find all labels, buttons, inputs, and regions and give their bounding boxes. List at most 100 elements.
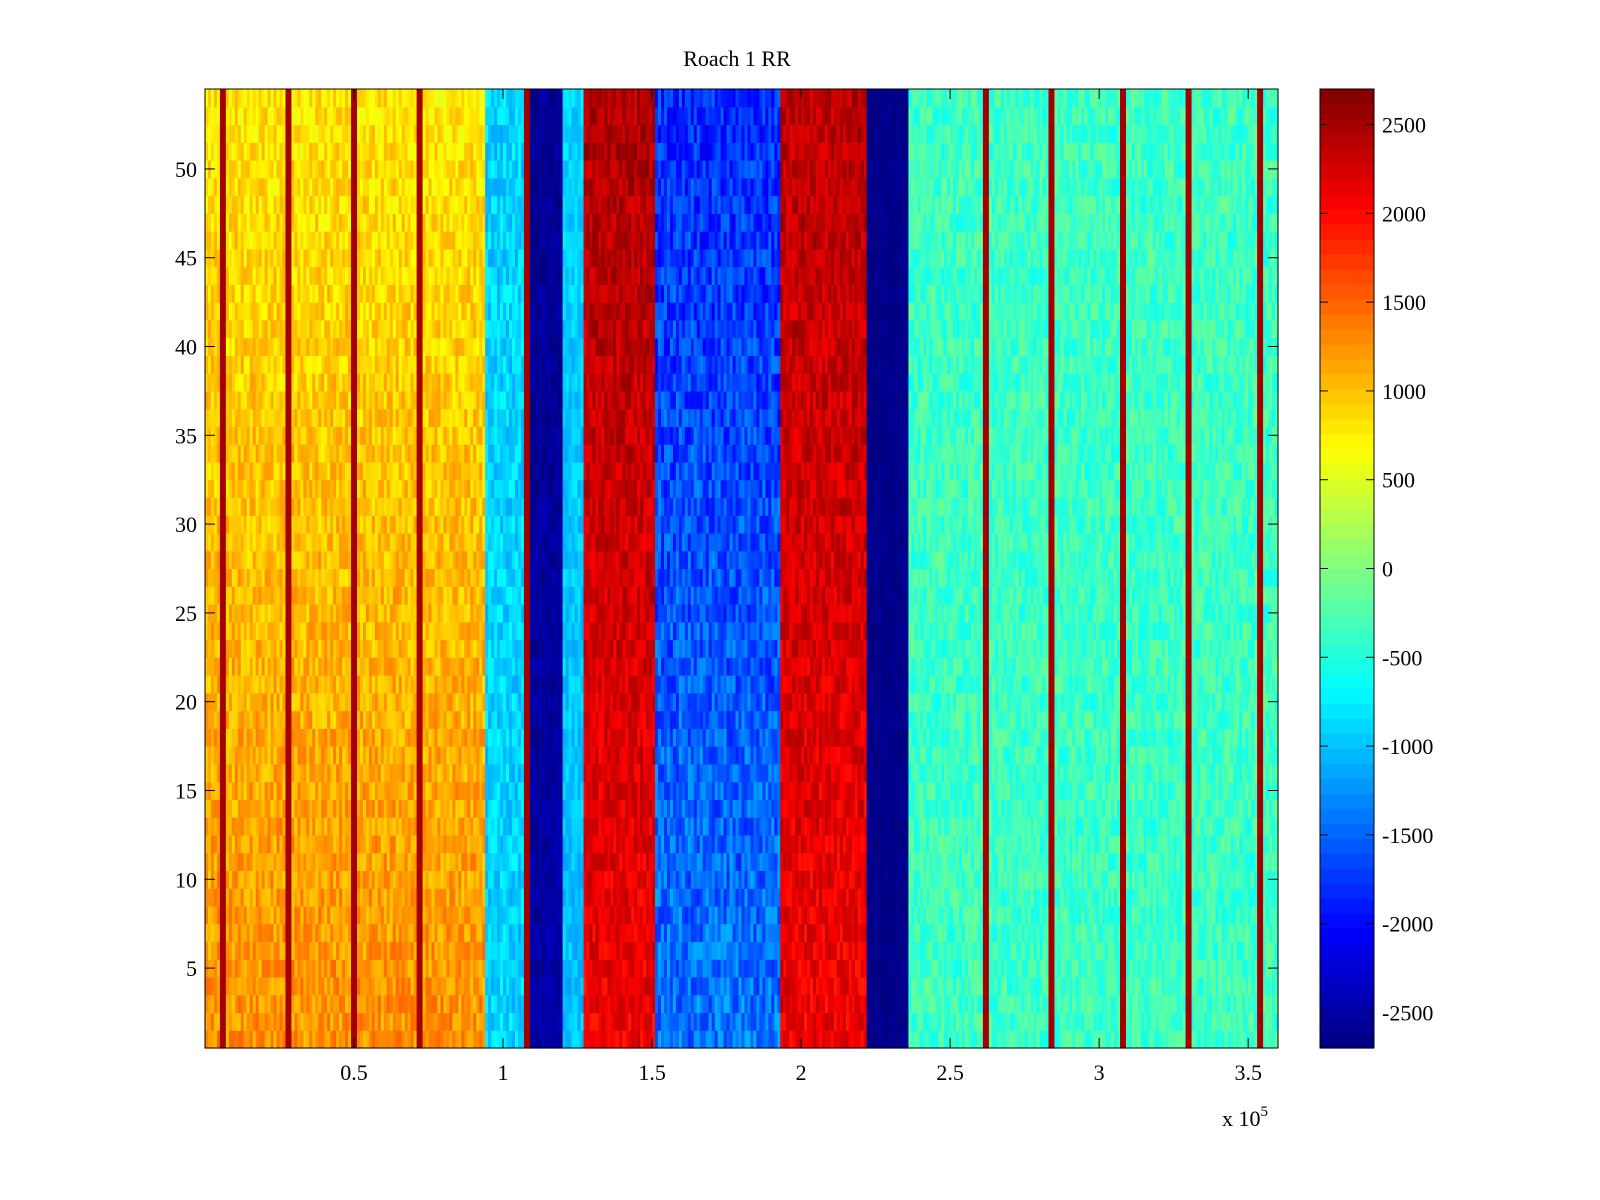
heatmap-cell	[413, 373, 418, 392]
heatmap-cell	[452, 355, 456, 374]
heatmap-cell	[377, 266, 382, 285]
heatmap-cell	[330, 1012, 334, 1031]
heatmap-cell	[207, 177, 212, 197]
heatmap-cell	[359, 905, 364, 925]
heatmap-cell	[467, 124, 471, 143]
heatmap-cell	[345, 266, 349, 285]
heatmap-cell	[422, 976, 427, 996]
heatmap-cell	[210, 302, 215, 321]
heatmap-cell	[434, 923, 439, 943]
heatmap-cell	[273, 426, 278, 445]
heatmap-cell	[470, 888, 474, 907]
heatmap-cell	[368, 639, 373, 658]
heatmap-cell	[312, 195, 316, 214]
heatmap-cell	[288, 817, 293, 836]
heatmap-cell	[330, 621, 334, 641]
heatmap-cell	[339, 994, 343, 1014]
heatmap-cell	[330, 461, 334, 481]
heatmap-cell	[357, 390, 361, 410]
heatmap-cell	[395, 639, 400, 658]
heatmap-cell	[354, 177, 358, 197]
heatmap-cell	[219, 568, 224, 587]
heatmap-cell	[404, 89, 409, 108]
heatmap-cell	[288, 160, 293, 179]
heatmap-cell	[354, 408, 358, 428]
heatmap-cell	[464, 195, 468, 214]
heatmap-cell	[321, 426, 325, 445]
heatmap-cell	[440, 888, 445, 907]
heatmap-cell	[282, 639, 287, 658]
heatmap-cell	[476, 337, 480, 356]
heatmap-cell	[348, 905, 352, 925]
heatmap-cell	[467, 390, 471, 410]
heatmap-cell	[270, 675, 275, 694]
heatmap-cell	[225, 248, 230, 268]
heatmap-cell	[351, 621, 355, 641]
heatmap-cell	[419, 479, 424, 499]
heatmap-cell	[476, 1012, 480, 1031]
heatmap-cell	[359, 124, 364, 143]
heatmap-cell	[318, 355, 322, 374]
heatmap-cell	[440, 870, 445, 889]
heatmap-cell	[383, 746, 388, 765]
heatmap-cell	[249, 1030, 254, 1049]
heatmap-cell	[228, 515, 233, 534]
heatmap-cell	[216, 550, 221, 570]
heatmap-cell	[371, 959, 376, 978]
heatmap-cell	[243, 231, 248, 250]
heatmap-cell	[225, 568, 230, 587]
heatmap-cell	[362, 905, 367, 925]
heatmap-cell	[357, 195, 361, 214]
heatmap-cell	[213, 639, 218, 658]
heatmap-cell	[410, 408, 415, 428]
heatmap-cell	[315, 994, 319, 1014]
heatmap-cell	[234, 444, 239, 463]
heatmap-cell	[383, 337, 388, 356]
heatmap-cell	[327, 1012, 331, 1031]
heatmap-cell	[389, 319, 394, 339]
heatmap-cell	[362, 461, 367, 481]
heatmap-cell	[395, 426, 400, 445]
heatmap-cell	[315, 497, 319, 516]
heatmap-cell	[261, 89, 266, 108]
heatmap-cell	[354, 852, 358, 872]
heatmap-cell	[461, 994, 465, 1014]
heatmap-cell	[219, 1012, 224, 1031]
heatmap-cell	[386, 728, 391, 747]
heatmap-cell	[392, 941, 397, 960]
heatmap-cell	[434, 959, 439, 978]
heatmap-cell	[362, 319, 367, 339]
heatmap-cell	[446, 888, 451, 907]
heatmap-cell	[264, 231, 269, 250]
heatmap-cell	[419, 604, 424, 623]
heatmap-cell	[452, 106, 456, 126]
heatmap-cell	[213, 373, 218, 392]
heatmap-cell	[446, 124, 451, 143]
heatmap-cell	[315, 639, 319, 658]
heatmap-cell	[428, 888, 433, 907]
heatmap-cell	[395, 408, 400, 428]
heatmap-cell	[342, 728, 346, 747]
heatmap-cell	[276, 675, 281, 694]
heatmap-cell	[306, 213, 310, 232]
heatmap-cell	[267, 89, 272, 108]
heatmap-cell	[234, 799, 239, 818]
heatmap-cell	[389, 337, 394, 356]
heatmap-cell	[303, 692, 307, 712]
heatmap-cell	[234, 160, 239, 179]
heatmap-cell	[288, 621, 293, 641]
heatmap-cell	[324, 1030, 328, 1049]
heatmap-cell	[213, 692, 218, 712]
heatmap-cell	[351, 604, 355, 623]
heatmap-cell	[443, 355, 448, 374]
heatmap-cell	[285, 763, 290, 783]
heatmap-cell	[467, 355, 471, 374]
heatmap-cell	[410, 941, 415, 960]
heatmap-cell	[333, 817, 337, 836]
heatmap-cell	[237, 675, 242, 694]
heatmap-cell	[300, 604, 304, 623]
heatmap-cell	[365, 284, 370, 303]
heatmap-cell	[279, 231, 284, 250]
heatmap-cell	[428, 870, 433, 889]
heatmap-cell	[455, 639, 459, 658]
